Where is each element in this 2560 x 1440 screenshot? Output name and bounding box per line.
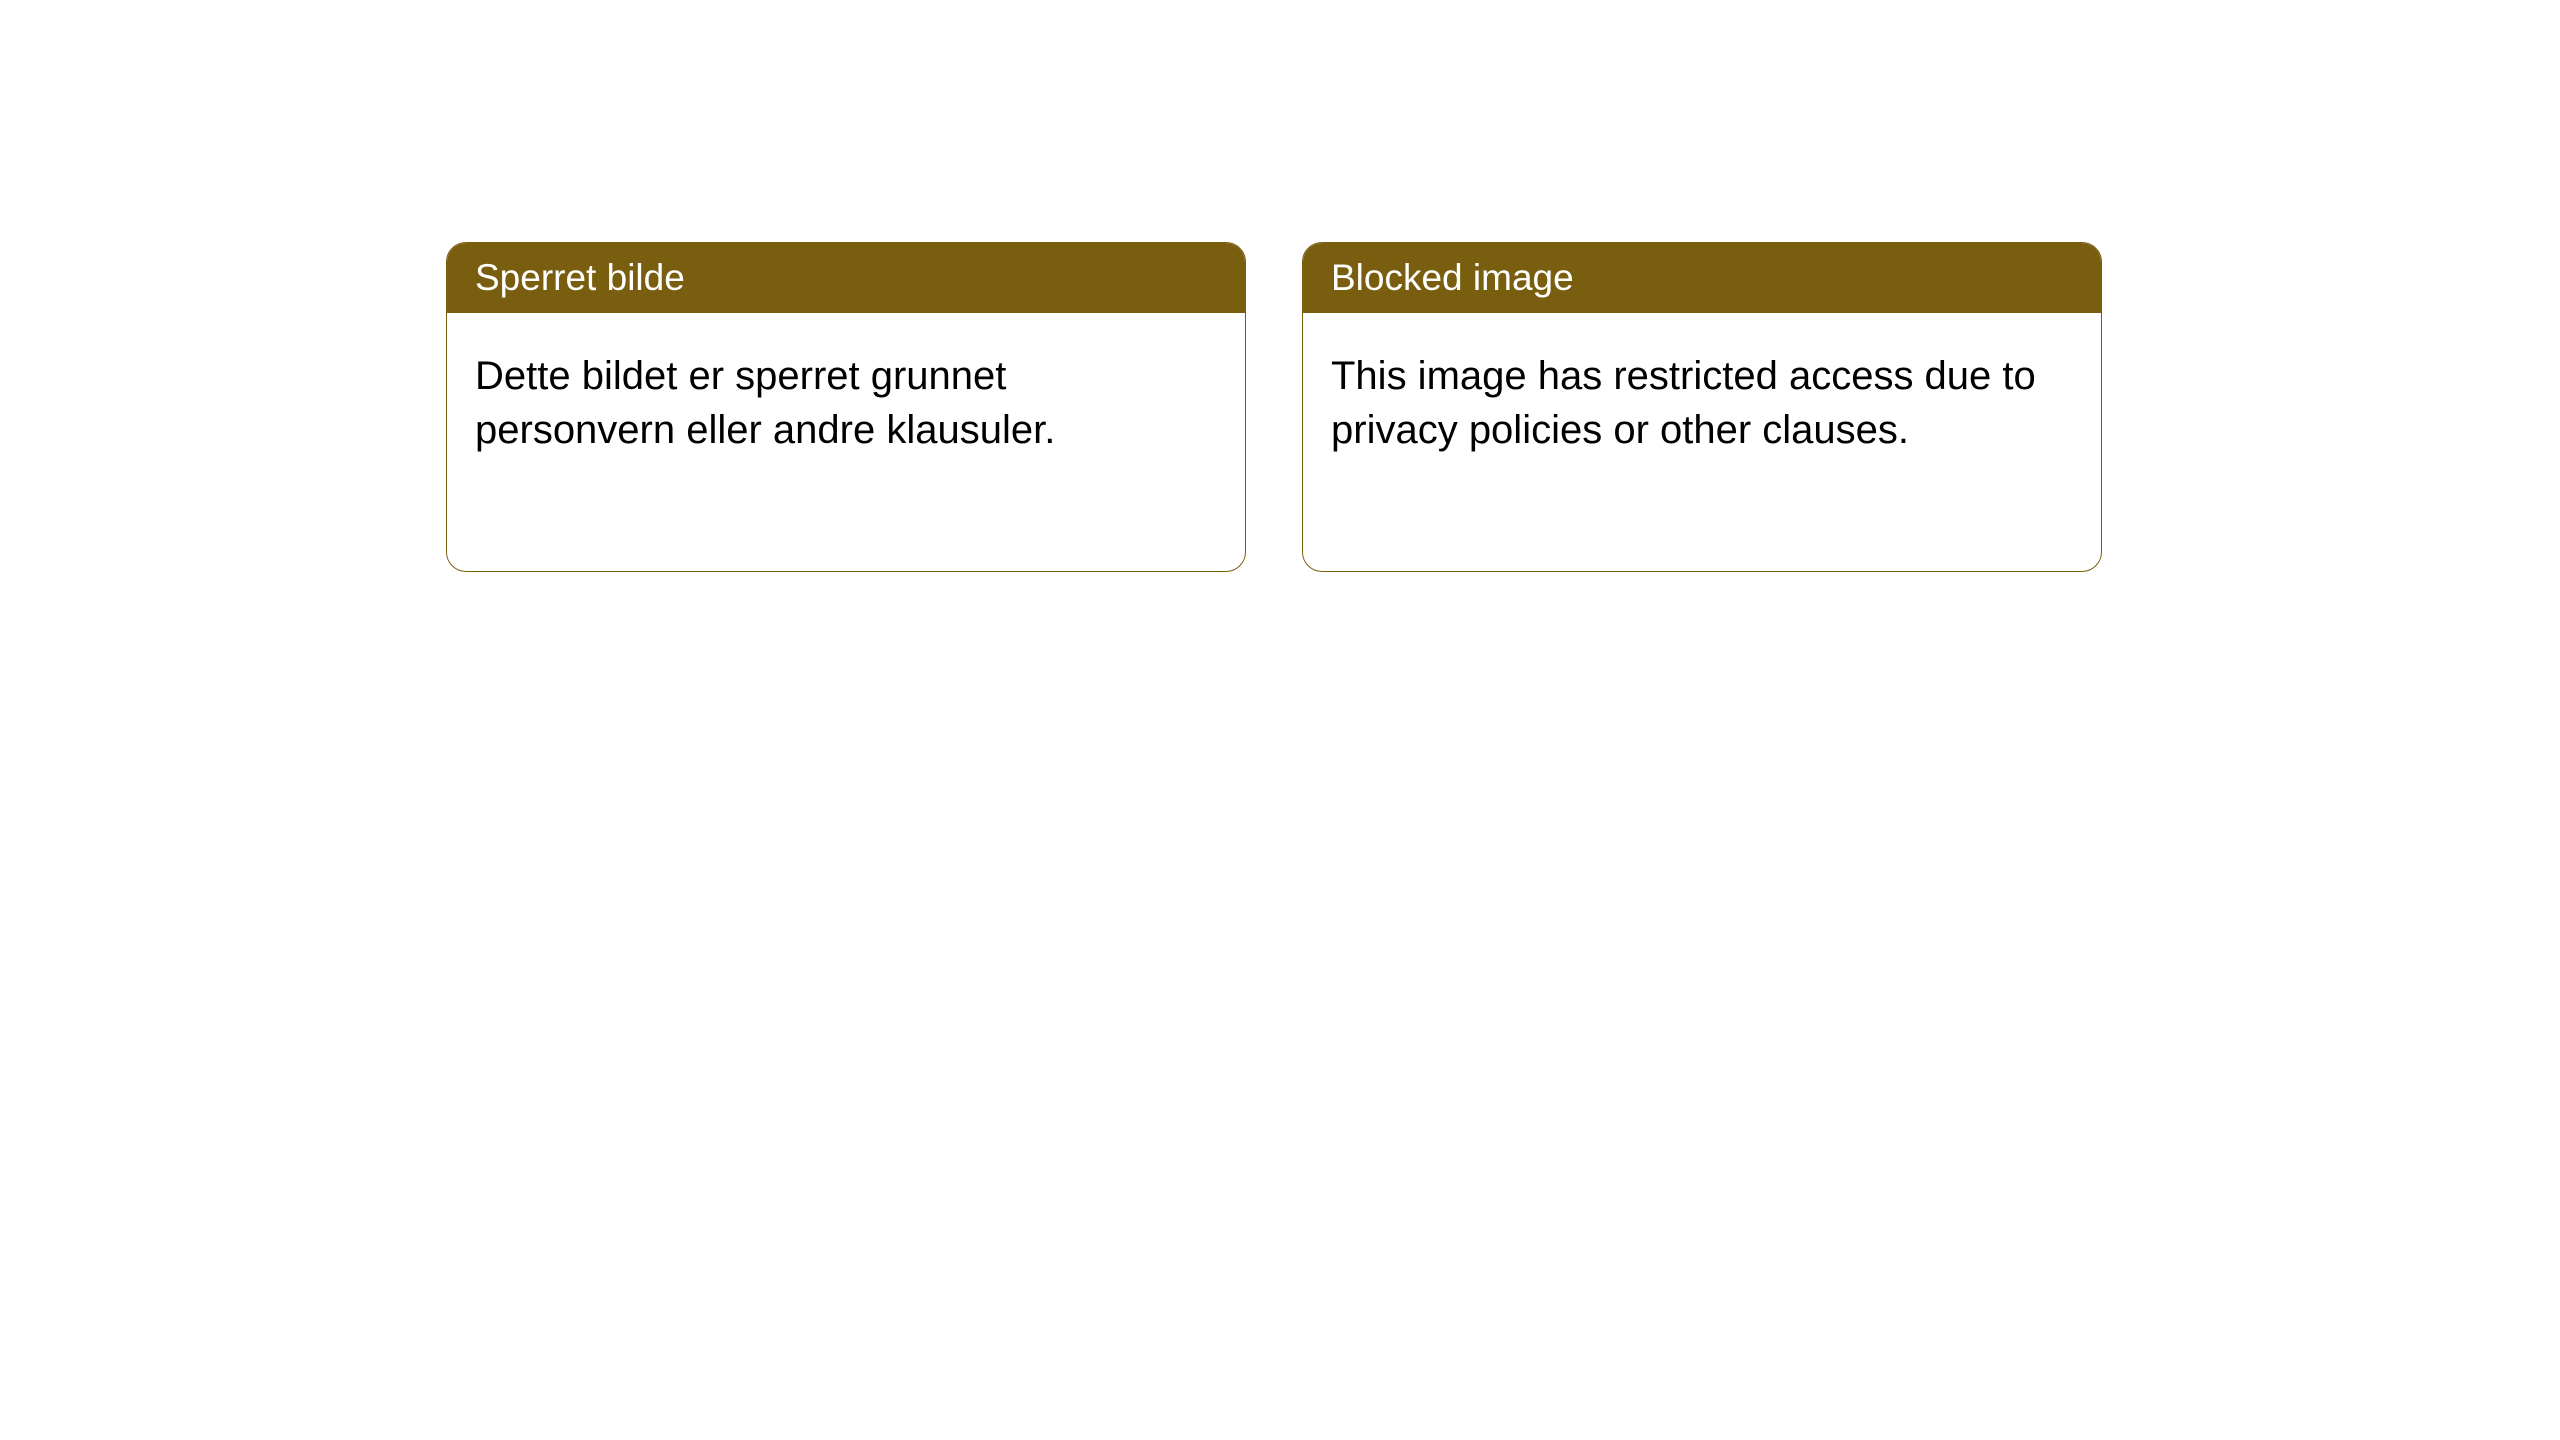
card-header-no: Sperret bilde bbox=[447, 243, 1245, 313]
blocked-image-card-en: Blocked image This image has restricted … bbox=[1302, 242, 2102, 572]
cards-container: Sperret bilde Dette bildet er sperret gr… bbox=[0, 0, 2560, 572]
card-header-en: Blocked image bbox=[1303, 243, 2101, 313]
card-body-no: Dette bildet er sperret grunnet personve… bbox=[447, 313, 1245, 485]
blocked-image-card-no: Sperret bilde Dette bildet er sperret gr… bbox=[446, 242, 1246, 572]
card-body-en: This image has restricted access due to … bbox=[1303, 313, 2101, 485]
